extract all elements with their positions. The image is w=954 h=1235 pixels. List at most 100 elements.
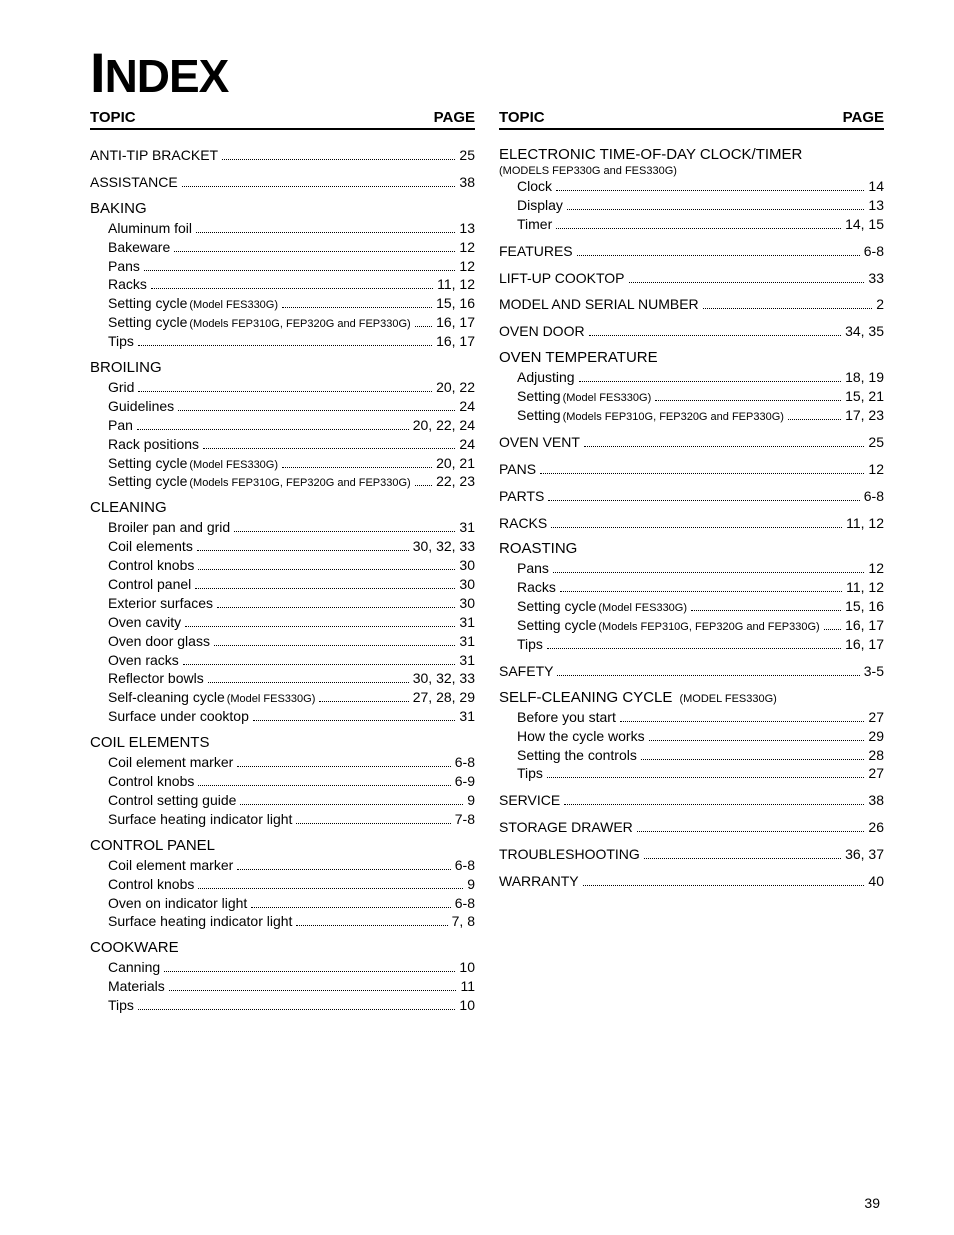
entry-label: Adjusting <box>517 368 575 387</box>
index-subentry: Setting (Model FES330G)15, 21 <box>499 387 884 406</box>
index-subentry: How the cycle works29 <box>499 727 884 746</box>
entry-page: 40 <box>868 872 884 891</box>
entry-label: Exterior surfaces <box>108 594 213 613</box>
index-subentry: Materials11 <box>90 977 475 996</box>
index-subentry: Control knobs9 <box>90 875 475 894</box>
spacer <box>499 287 884 295</box>
entry-page: 30, 32, 33 <box>413 669 475 688</box>
spacer <box>499 837 884 845</box>
spacer <box>499 261 884 269</box>
leader-dots <box>208 682 409 683</box>
entry-label: Setting cycle <box>517 597 596 616</box>
entry-page: 11 <box>460 977 475 996</box>
index-subentry: Setting cycle (Model FES330G)20, 21 <box>90 454 475 473</box>
entry-label: WARRANTY <box>499 872 579 891</box>
entry-page: 6-8 <box>864 242 884 261</box>
entry-note: (Models FEP310G, FEP320G and FEP330G) <box>189 317 410 332</box>
index-subentry: Surface heating indicator light7, 8 <box>90 912 475 931</box>
entry-label: Surface heating indicator light <box>108 810 292 829</box>
entry-page: 31 <box>459 651 475 670</box>
leader-dots <box>217 607 455 608</box>
entry-label: Clock <box>517 177 552 196</box>
entry-label: Control panel <box>108 575 191 594</box>
spacer <box>499 810 884 818</box>
leader-dots <box>319 701 408 702</box>
entry-label: Tips <box>108 996 134 1015</box>
entry-label: Rack positions <box>108 435 199 454</box>
entry-label: Pans <box>108 257 140 276</box>
entry-label: Pans <box>517 559 549 578</box>
entry-note: (Model FES330G) <box>189 458 278 473</box>
index-subentry: Rack positions24 <box>90 435 475 454</box>
leader-dots <box>415 485 432 486</box>
entry-label: MODEL AND SERIAL NUMBER <box>499 295 699 314</box>
entry-label: Coil elements <box>108 537 193 556</box>
entry-page: 38 <box>868 791 884 810</box>
index-subentry: Reflector bowls30, 32, 33 <box>90 669 475 688</box>
entry-page: 27 <box>868 708 884 727</box>
leader-dots <box>253 720 456 721</box>
index-subentry: Display13 <box>499 196 884 215</box>
entry-label: Pan <box>108 416 133 435</box>
entry-page: 15, 16 <box>436 294 475 313</box>
leader-dots <box>579 381 841 382</box>
index-subentry: Pan20, 22, 24 <box>90 416 475 435</box>
entry-note: (Model FES330G) <box>227 692 316 707</box>
index-subentry: Tips16, 17 <box>499 635 884 654</box>
index-entry: PARTS6-8 <box>499 487 884 506</box>
leader-dots <box>144 270 456 271</box>
header-topic: TOPIC <box>499 109 545 126</box>
leader-dots <box>234 531 455 532</box>
entry-label: SERVICE <box>499 791 560 810</box>
index-subentry: Guidelines24 <box>90 397 475 416</box>
spacer <box>499 783 884 791</box>
spacer <box>90 192 475 200</box>
title-cap: I <box>90 41 105 104</box>
leader-dots <box>197 550 409 551</box>
entry-label: Coil element marker <box>108 753 233 772</box>
index-entry: SAFETY3-5 <box>499 662 884 681</box>
index-subentry: Control setting guide9 <box>90 791 475 810</box>
entry-label: Oven cavity <box>108 613 181 632</box>
spacer <box>90 726 475 734</box>
entry-page: 9 <box>467 791 475 810</box>
entry-label: PANS <box>499 460 536 479</box>
leader-dots <box>556 228 841 229</box>
index-subentry: Tips10 <box>90 996 475 1015</box>
leader-dots <box>637 831 865 832</box>
entry-label: ANTI-TIP BRACKET <box>90 146 218 165</box>
leader-dots <box>138 1009 455 1010</box>
index-subentry: Control panel30 <box>90 575 475 594</box>
entry-label: Surface under cooktop <box>108 707 249 726</box>
entry-label: Before you start <box>517 708 616 727</box>
entry-label: OVEN VENT <box>499 433 580 452</box>
spacer <box>499 341 884 349</box>
entry-note: (Models FEP310G, FEP320G and FEP330G) <box>598 620 819 635</box>
leader-dots <box>649 740 865 741</box>
leader-dots <box>240 804 463 805</box>
spacer <box>499 234 884 242</box>
index-entry: FEATURES6-8 <box>499 242 884 261</box>
spacer <box>499 864 884 872</box>
index-subentry: Clock14 <box>499 177 884 196</box>
leader-dots <box>788 419 841 420</box>
leader-dots <box>644 858 841 859</box>
leader-dots <box>137 429 409 430</box>
entry-page: 26 <box>868 818 884 837</box>
entry-page: 28 <box>868 746 884 765</box>
entry-label: Control knobs <box>108 556 194 575</box>
entry-page: 31 <box>459 613 475 632</box>
leader-dots <box>296 925 447 926</box>
entry-label: SAFETY <box>499 662 553 681</box>
header-page: PAGE <box>843 109 884 126</box>
entry-label: Setting <box>517 387 561 406</box>
entry-page: 16, 17 <box>845 635 884 654</box>
leader-dots <box>251 907 450 908</box>
right-column: TOPIC PAGE ELECTRONIC TIME-OF-DAY CLOCK/… <box>499 109 884 1015</box>
index-entry: PANS12 <box>499 460 884 479</box>
index-entry: RACKS11, 12 <box>499 514 884 533</box>
entry-page: 31 <box>459 632 475 651</box>
index-subentry: Setting cycle (Model FES330G)15, 16 <box>90 294 475 313</box>
leader-dots <box>237 869 451 870</box>
entry-label: Oven racks <box>108 651 179 670</box>
